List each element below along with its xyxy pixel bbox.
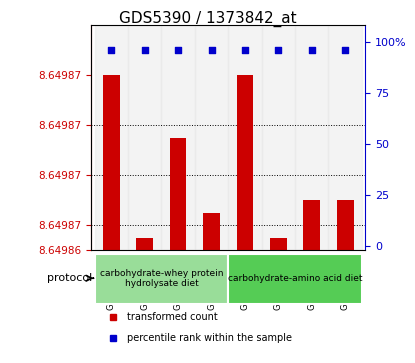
FancyBboxPatch shape: [95, 254, 228, 303]
Text: GSM1200062: GSM1200062: [341, 254, 350, 310]
Bar: [103, 76, 120, 250]
Text: GSM1200063: GSM1200063: [107, 254, 116, 310]
Point: [108, 47, 115, 53]
Text: carbohydrate-whey protein
hydrolysate diet: carbohydrate-whey protein hydrolysate di…: [100, 269, 223, 288]
Text: GSM1200060: GSM1200060: [274, 254, 283, 310]
Bar: [95, 25, 128, 250]
Text: protocol: protocol: [47, 273, 92, 283]
Bar: [228, 25, 261, 250]
Text: GSM1200059: GSM1200059: [240, 254, 249, 310]
Point: [308, 47, 315, 53]
Text: percentile rank within the sample: percentile rank within the sample: [127, 333, 292, 343]
Bar: [195, 25, 228, 250]
Bar: [128, 25, 161, 250]
Bar: [203, 213, 220, 250]
Point: [142, 47, 148, 53]
Point: [242, 47, 248, 53]
Bar: [237, 76, 253, 250]
Bar: [337, 200, 354, 250]
Bar: [328, 25, 362, 250]
Bar: [261, 25, 295, 250]
Text: GDS5390 / 1373842_at: GDS5390 / 1373842_at: [119, 11, 296, 27]
Bar: [303, 200, 320, 250]
Text: transformed count: transformed count: [127, 312, 217, 322]
Text: carbohydrate-amino acid diet: carbohydrate-amino acid diet: [228, 274, 362, 283]
FancyBboxPatch shape: [228, 254, 362, 303]
Point: [208, 47, 215, 53]
Text: GSM1200064: GSM1200064: [140, 254, 149, 310]
Text: GSM1200066: GSM1200066: [207, 254, 216, 310]
Text: GSM1200061: GSM1200061: [307, 254, 316, 310]
Text: GSM1200065: GSM1200065: [173, 254, 183, 310]
Bar: [170, 138, 186, 250]
Point: [175, 47, 181, 53]
Bar: [137, 238, 153, 250]
Bar: [295, 25, 328, 250]
Bar: [270, 238, 287, 250]
Bar: [161, 25, 195, 250]
Point: [342, 47, 349, 53]
Point: [275, 47, 282, 53]
